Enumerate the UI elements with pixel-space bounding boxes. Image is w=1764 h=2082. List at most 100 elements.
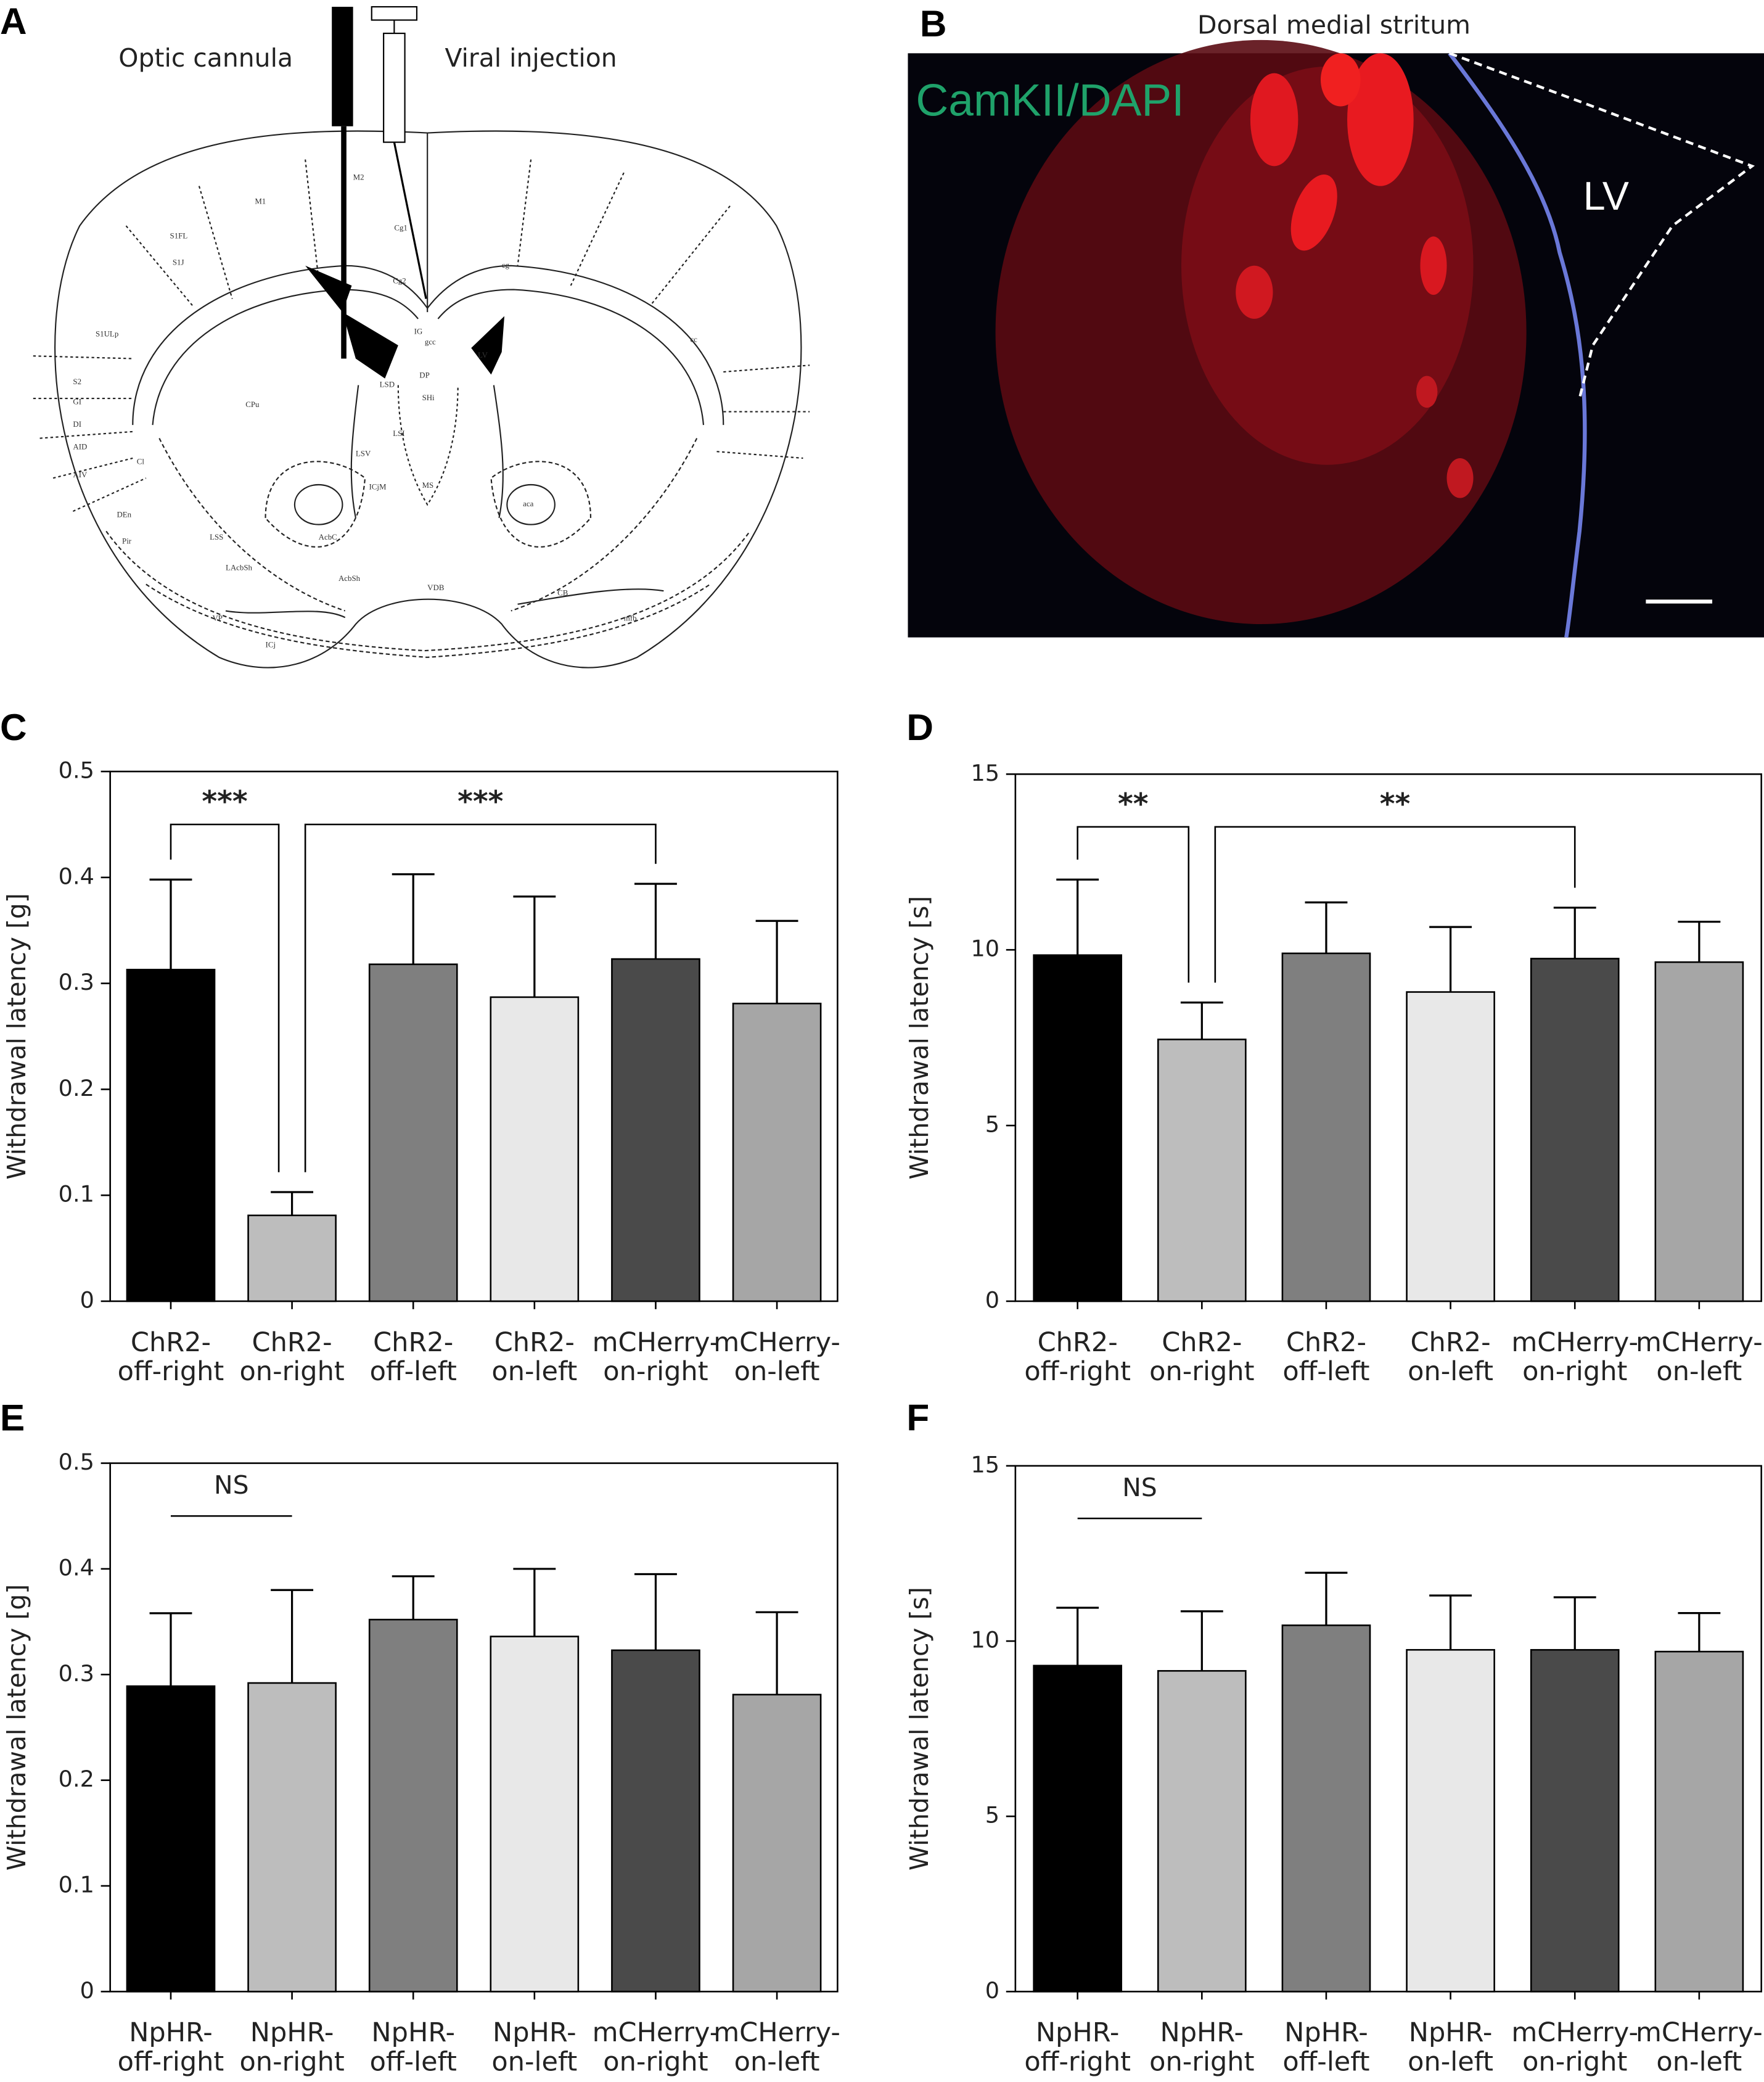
micrograph-title: Dorsal medial stritum <box>1197 10 1471 39</box>
error-bar <box>1056 878 1099 955</box>
x-tick-label: NpHR-on-right <box>1149 2017 1254 2077</box>
bar <box>1281 952 1371 1302</box>
bar <box>1281 1624 1371 1993</box>
atlas-label: S1ULp <box>96 329 118 339</box>
atlas-label: CPu <box>245 400 260 409</box>
bar <box>1530 1648 1620 1993</box>
panel-label: F <box>906 1397 929 1439</box>
x-tick-label: ChR2-off-left <box>1282 1327 1369 1386</box>
brain-diagram <box>33 130 810 669</box>
y-tick-label: 0.3 <box>59 1660 94 1687</box>
bar <box>1157 1670 1247 1993</box>
y-axis-label: Withdrawal latency [s] <box>905 896 934 1180</box>
y-axis-label: Withdrawal latency [g] <box>2 893 31 1180</box>
atlas-label: M1 <box>255 196 266 205</box>
atlas-label: aca <box>523 499 533 508</box>
y-tick-label: 5 <box>985 1802 999 1829</box>
panel-label: C <box>0 706 27 748</box>
atlas-label: LAcbSh <box>226 563 253 572</box>
error-bar <box>1305 901 1348 953</box>
y-tick-label: 15 <box>970 760 999 786</box>
x-tick-label: mCHerry-on-left <box>1636 1327 1763 1386</box>
atlas-label: S1FL <box>170 231 188 240</box>
error-bar <box>1180 1610 1223 1671</box>
bar <box>1406 1648 1495 1993</box>
bar <box>732 1693 822 1993</box>
significance-bracket <box>170 823 280 1172</box>
x-tick-label: NpHR-on-left <box>1408 2017 1493 2077</box>
significance-label: NS <box>1122 1473 1157 1502</box>
error-bar <box>392 1575 435 1620</box>
atlas-label: VP <box>212 613 223 622</box>
x-tick-label: mCHerry-on-left <box>713 2017 840 2077</box>
error-bar <box>271 1191 314 1216</box>
error-bar <box>1553 1596 1596 1650</box>
atlas-label: AcbSh <box>338 574 361 583</box>
y-tick-label: 0.3 <box>59 969 94 995</box>
bar <box>1654 961 1744 1302</box>
y-tick-label: 15 <box>970 1451 999 1478</box>
atlas-label: DEn <box>117 509 131 519</box>
x-tick-label: NpHR-off-right <box>118 2017 224 2077</box>
atlas-label: cc <box>690 334 697 344</box>
stain-label: CamKII/DAPI <box>916 75 1184 125</box>
error-bar <box>1056 1607 1099 1666</box>
bar <box>368 1618 458 1993</box>
atlas-label: DI <box>73 419 81 429</box>
atlas-label: Cl <box>137 456 145 466</box>
y-tick-label: 0 <box>80 1977 94 2004</box>
atlas-label: AID <box>73 442 87 451</box>
error-bar <box>755 1611 798 1695</box>
atlas-label: gcc <box>425 337 436 347</box>
y-tick-label: 0.5 <box>59 1449 94 1475</box>
x-tick-label: mCHerry-on-right <box>1511 1327 1638 1386</box>
error-bar <box>1553 907 1596 959</box>
atlas-label: MS <box>422 480 434 490</box>
atlas-label: CB <box>557 588 568 597</box>
error-bar <box>149 878 192 970</box>
diagram-label: Optic cannula <box>118 43 293 73</box>
atlas-label: LSD <box>380 380 395 389</box>
y-tick-label: 0.2 <box>59 1075 94 1101</box>
plot-frame <box>1014 773 1762 1302</box>
atlas-label: Cg2 <box>393 276 406 286</box>
error-bar <box>634 883 677 960</box>
plot-frame <box>109 770 839 1302</box>
bar <box>247 1214 337 1302</box>
diagram-label: Viral injection <box>445 43 617 73</box>
y-tick-label: 5 <box>985 1111 999 1138</box>
ventricle <box>342 312 398 379</box>
atlas-label: ICjM <box>369 482 386 491</box>
y-axis-label: Withdrawal latency [g] <box>2 1584 31 1871</box>
x-tick-label: ChR2-on-right <box>1149 1327 1254 1386</box>
y-tick-label: 10 <box>970 936 999 962</box>
x-tick-label: NpHR-off-left <box>1282 2017 1369 2077</box>
panel-label: E <box>0 1397 25 1439</box>
error-bar <box>149 1612 192 1687</box>
ventricle <box>305 265 352 313</box>
bar <box>490 1636 580 1993</box>
x-tick-label: mCHerry-on-left <box>1636 2017 1763 2077</box>
error-bar <box>755 920 798 1004</box>
significance-bracket <box>1077 826 1190 983</box>
x-tick-label: NpHR-off-right <box>1024 2017 1131 2077</box>
panel-label: D <box>906 706 933 748</box>
panel-label: A <box>0 0 27 42</box>
x-tick-label: NpHR-on-right <box>239 2017 344 2077</box>
atlas-label: mfb <box>624 613 637 622</box>
bar <box>1406 991 1495 1302</box>
atlas-label: S1J <box>173 257 184 266</box>
bar <box>247 1682 337 1993</box>
bar <box>611 1649 700 1993</box>
bar <box>1033 954 1123 1302</box>
atlas-label: LSI <box>393 429 404 438</box>
atlas-label: AIV <box>73 470 88 479</box>
significance-label: *** <box>202 784 247 818</box>
bar <box>126 1685 216 1993</box>
bar <box>126 968 216 1302</box>
optic-cannula <box>332 7 353 126</box>
x-tick-label: mCHerry-on-left <box>713 1327 840 1386</box>
atlas-label: M2 <box>353 173 364 182</box>
ventricle <box>471 316 505 375</box>
